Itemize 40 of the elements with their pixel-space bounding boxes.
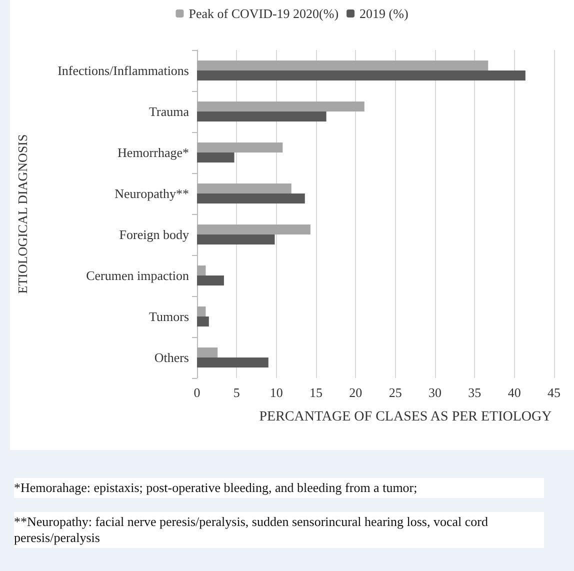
bar: [197, 184, 292, 194]
y-tick-label: Others: [154, 350, 189, 365]
legend-label: 2019 (%): [360, 6, 408, 21]
x-axis-title: PERCANTAGE OF CLASES AS PER ETIOLOGY: [259, 410, 552, 424]
x-tick-label: 30: [428, 385, 442, 400]
y-tick-label: Foreign body: [119, 227, 190, 242]
bar: [197, 234, 275, 244]
x-tick-label: 10: [270, 385, 283, 400]
y-tick-label: Tumors: [149, 309, 189, 324]
bar: [197, 60, 488, 70]
bar: [197, 112, 326, 122]
x-tick-label: 25: [388, 385, 402, 400]
bar: [197, 70, 526, 80]
x-tick-label: 45: [548, 385, 560, 400]
bar: [197, 276, 224, 286]
bar: [197, 142, 283, 152]
y-tick-label: Trauma: [149, 104, 190, 119]
y-tick-label: Neuropathy**: [114, 186, 189, 201]
bar: [197, 102, 364, 112]
x-tick-label: 0: [194, 385, 200, 400]
text: **Neuropathy: facial nerve peresis/peralysis, sudden sensorincural hearing loss, vocal cord peresis/peralysis: [14, 512, 544, 548]
bar: [197, 194, 305, 204]
bar: [197, 358, 268, 368]
bar: [197, 224, 310, 234]
x-tick-label: 20: [349, 385, 362, 400]
bar: [197, 348, 218, 358]
x-tick-label: 5: [233, 385, 240, 400]
y-tick-label: Cerumen impaction: [86, 268, 190, 283]
text: *Hemorahage: epistaxis; post-operative bleeding, and bleeding from a tumor;: [14, 478, 544, 498]
x-tick-label: 35: [468, 385, 482, 400]
y-tick-label: Infections/Inflammations: [58, 63, 189, 78]
bar: [197, 306, 206, 316]
x-tick-label: 15: [310, 385, 322, 400]
legend-label: Peak of COVID-19 2020(%): [188, 6, 339, 21]
y-tick-label: Hemorrhage*: [118, 145, 189, 160]
bar: [197, 266, 206, 276]
bar: [197, 316, 209, 326]
bar: [197, 152, 234, 162]
y-axis-title: ETIOLOGICAL DIAGNOSIS: [15, 134, 30, 294]
x-tick-label: 40: [508, 385, 521, 400]
